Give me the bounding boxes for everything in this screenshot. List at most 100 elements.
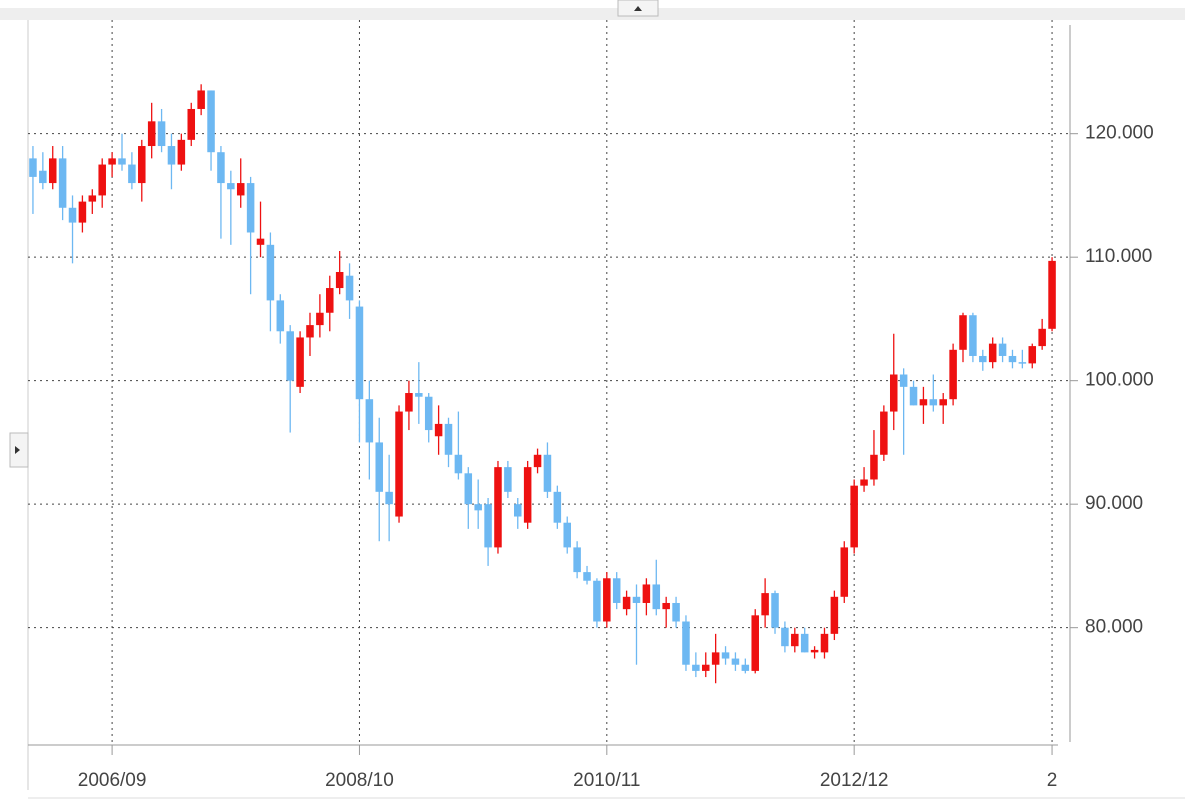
candle-body [692, 664, 700, 671]
candle-body [375, 442, 384, 492]
candle-body [365, 399, 374, 443]
candle-body [543, 454, 552, 492]
candle-body [553, 491, 562, 523]
candle-body [563, 522, 571, 548]
candle-body [899, 374, 908, 387]
candle-body [276, 300, 285, 332]
candle-body [514, 504, 522, 517]
candle-body [444, 423, 453, 455]
candle-body [929, 399, 938, 406]
candle-body [593, 580, 601, 622]
candle-body [68, 207, 77, 223]
candle-body [998, 343, 1007, 356]
candle-body [286, 331, 294, 381]
candle-body [721, 652, 730, 659]
candle-body [187, 108, 196, 140]
candle-body [424, 396, 433, 431]
candle-body [48, 158, 57, 184]
candle-body [949, 349, 957, 400]
candle-body [791, 633, 799, 647]
candle-body [464, 473, 473, 505]
candle-body [138, 146, 146, 184]
candle-body [454, 454, 463, 474]
candle-body [326, 288, 334, 313]
candle-body [573, 547, 581, 573]
candle-body [29, 158, 37, 177]
candle-body [731, 658, 740, 665]
side-arrow [15, 446, 20, 454]
candle-body [504, 467, 512, 492]
candle-body [227, 183, 235, 190]
x-tick-label: 2010/11 [573, 770, 640, 791]
candle-body [415, 393, 423, 397]
candle-body [662, 602, 670, 610]
candle-body [612, 578, 621, 603]
candle-body [484, 504, 492, 548]
candle-body [870, 454, 878, 480]
candle-body [988, 343, 997, 363]
candle-body [820, 633, 829, 653]
candle-body [959, 315, 967, 350]
candle-body [652, 584, 661, 610]
candle-body [741, 664, 750, 671]
candle-body [306, 325, 314, 338]
candle-body [1038, 328, 1046, 347]
candle-body [345, 275, 354, 301]
candle-body [850, 485, 858, 548]
x-tick-label: 2 [1047, 770, 1058, 791]
candle-body [108, 158, 116, 165]
candle-body [266, 244, 275, 301]
candle-body [761, 593, 769, 616]
candle-body [157, 121, 166, 147]
candle-body [217, 152, 225, 184]
candle-body [177, 139, 186, 165]
candle-body [751, 615, 759, 671]
candle-body [1018, 362, 1027, 364]
candle-body [474, 504, 482, 511]
x-tick-label: 2012/12 [820, 770, 889, 791]
candle-body [118, 158, 126, 165]
y-tick-label: 80.000 [1085, 617, 1143, 638]
candle-body [979, 355, 987, 363]
candle-body [58, 158, 67, 208]
candle-body [533, 454, 542, 468]
candle-body [840, 547, 849, 597]
candle-body [880, 411, 888, 455]
candle-body [1008, 355, 1017, 363]
collapse-arrow [634, 6, 642, 11]
y-tick-label: 110.000 [1085, 246, 1152, 267]
y-tick-label: 90.000 [1085, 493, 1143, 514]
candle-body [830, 596, 839, 634]
x-tick-label: 2006/09 [78, 770, 147, 791]
candle-body [256, 238, 265, 245]
x-tick-label: 2008/10 [325, 770, 394, 791]
candle-body [395, 411, 403, 517]
candle-body [98, 164, 106, 196]
candle-body [642, 584, 651, 603]
candle-body [296, 337, 304, 387]
candle-body [246, 183, 255, 233]
candle-body [583, 572, 591, 581]
candle-body [701, 664, 710, 671]
y-tick-label: 120.000 [1085, 123, 1154, 144]
candle-body [385, 491, 393, 505]
candle-body [711, 652, 720, 665]
candle-body [434, 423, 443, 437]
candle-body [632, 596, 641, 603]
candle-body [405, 393, 413, 412]
candle-body [39, 170, 47, 184]
candle-body [494, 467, 502, 548]
top-bar [0, 8, 1185, 20]
candle-body [909, 386, 918, 406]
candle-body [316, 312, 324, 326]
candle-body [128, 164, 136, 184]
candle-body [860, 479, 868, 486]
candle-body [1028, 346, 1037, 364]
candle-body [810, 649, 819, 653]
candle-body [167, 146, 176, 165]
candle-body [78, 201, 87, 223]
candle-body [207, 90, 215, 153]
candle-body [781, 627, 789, 647]
candle-body [919, 399, 928, 406]
